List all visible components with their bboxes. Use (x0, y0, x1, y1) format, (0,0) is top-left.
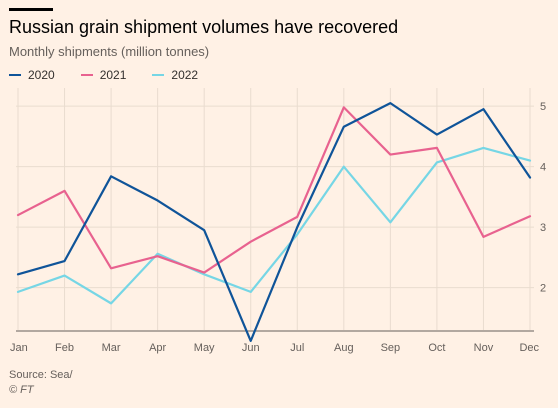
x-tick-label-jun: Jun (242, 342, 260, 354)
series-line-2021 (16, 106, 532, 274)
y-tick-label-5: 5 (540, 101, 546, 113)
y-tick-label-4: 4 (540, 162, 546, 174)
x-tick-label-jan: Jan (10, 342, 28, 354)
x-tick-label-nov: Nov (474, 342, 494, 354)
legend-item-2021: 2021 (80, 68, 127, 82)
legend-swatch-2021 (80, 74, 93, 76)
y-tick-label-3: 3 (540, 222, 546, 234)
legend-item-2022: 2022 (152, 68, 198, 82)
source-note: Source: Sea/ (9, 369, 73, 381)
x-tick-label-sep: Sep (381, 342, 401, 354)
chart-title: Russian grain shipment volumes have reco… (9, 17, 399, 37)
x-tick-label-feb: Feb (55, 342, 74, 354)
brand-bar (9, 8, 53, 11)
x-tick-label-mar: Mar (102, 342, 121, 354)
x-tick-label-may: May (194, 342, 215, 354)
x-tick-label-aug: Aug (334, 342, 354, 354)
copyright-note: © FT (9, 384, 34, 396)
x-tick-label-oct: Oct (428, 342, 445, 354)
series-line-2020 (16, 102, 532, 342)
legend-label-2021: 2021 (99, 68, 127, 82)
legend-label-2020: 2020 (28, 68, 55, 82)
y-tick-label-2: 2 (540, 283, 546, 295)
series-line-2022 (16, 146, 532, 305)
legend-swatch-2020 (9, 74, 21, 76)
chart-subtitle: Monthly shipments (million tonnes) (9, 44, 210, 59)
legend-item-2020: 2020 (9, 68, 55, 82)
x-tick-label-jul: Jul (290, 342, 304, 354)
x-tick-label-dec: Dec (519, 342, 539, 354)
x-tick-label-apr: Apr (149, 342, 166, 354)
legend-swatch-2022 (152, 74, 165, 76)
legend: 2020 2021 2022 (9, 67, 224, 83)
legend-label-2022: 2022 (171, 68, 199, 82)
